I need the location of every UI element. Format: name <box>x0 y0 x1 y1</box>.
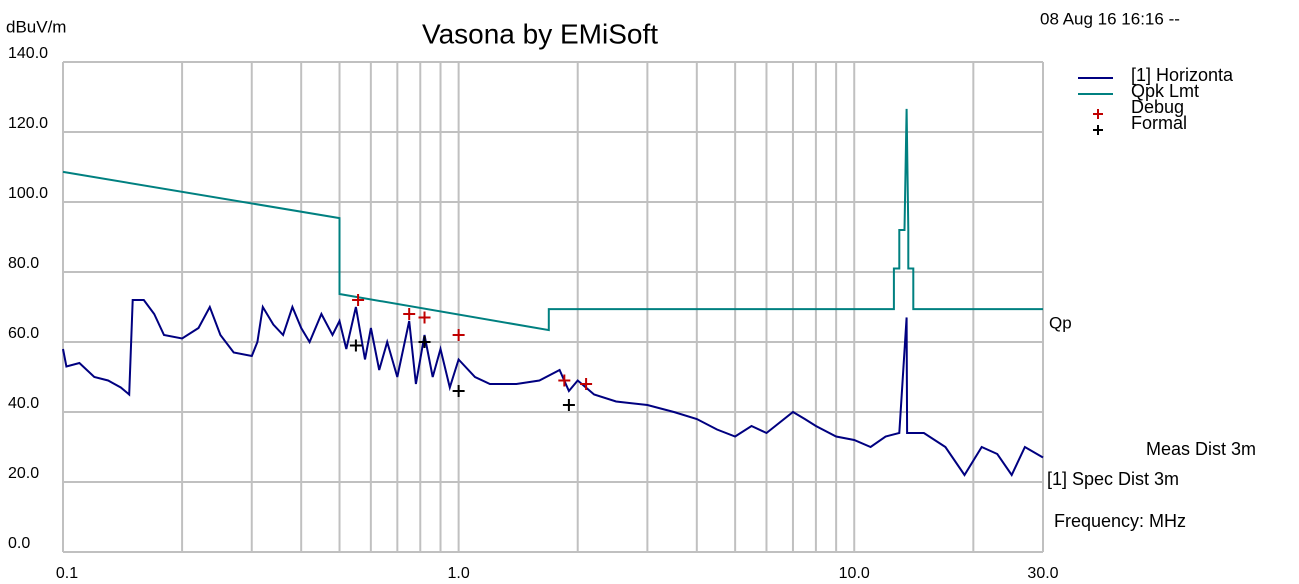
y-tick-label: 20.0 <box>8 465 39 482</box>
x-tick-label: 30.0 <box>1027 565 1058 582</box>
y-tick-label: 100.0 <box>8 185 48 202</box>
legend-label: Formal <box>1131 113 1187 133</box>
x-axis-label: Frequency: MHz <box>1054 511 1186 531</box>
point-marker <box>452 329 465 341</box>
point-marker <box>403 308 416 320</box>
series-line <box>62 108 1043 332</box>
chart-title: Vasona by EMiSoft <box>422 18 658 49</box>
spec-dist: [1] Spec Dist 3m <box>1047 469 1179 489</box>
y-tick-label: 80.0 <box>8 255 39 272</box>
y-tick-label: 120.0 <box>8 115 48 132</box>
point-marker <box>580 378 593 390</box>
x-tick-label: 0.1 <box>56 565 78 582</box>
x-tick-label: 1.0 <box>447 565 469 582</box>
limit-label: Qp <box>1049 313 1072 332</box>
point-marker <box>418 311 431 324</box>
y-tick-label: 140.0 <box>8 45 48 62</box>
point-marker <box>349 339 362 352</box>
timestamp: 08 Aug 16 16:16 -- <box>1040 9 1180 28</box>
y-axis-label: dBuV/m <box>6 17 66 36</box>
legend-label: Qpk Lmt <box>1131 81 1199 101</box>
x-tick-label: 10.0 <box>839 565 870 582</box>
y-tick-label: 60.0 <box>8 325 39 342</box>
legend-marker <box>1093 125 1103 135</box>
point-marker <box>418 336 431 348</box>
meas-dist: Meas Dist 3m <box>1146 439 1256 459</box>
point-marker <box>452 385 465 397</box>
y-tick-label: 0.0 <box>8 535 30 552</box>
legend-label: Debug <box>1131 97 1184 117</box>
legend-marker <box>1093 109 1103 119</box>
series-line <box>62 299 1044 478</box>
point-marker <box>558 374 571 387</box>
y-tick-label: 40.0 <box>8 395 39 412</box>
legend-label: [1] Horizonta <box>1131 65 1234 85</box>
point-marker <box>562 399 575 411</box>
point-marker <box>352 294 365 306</box>
